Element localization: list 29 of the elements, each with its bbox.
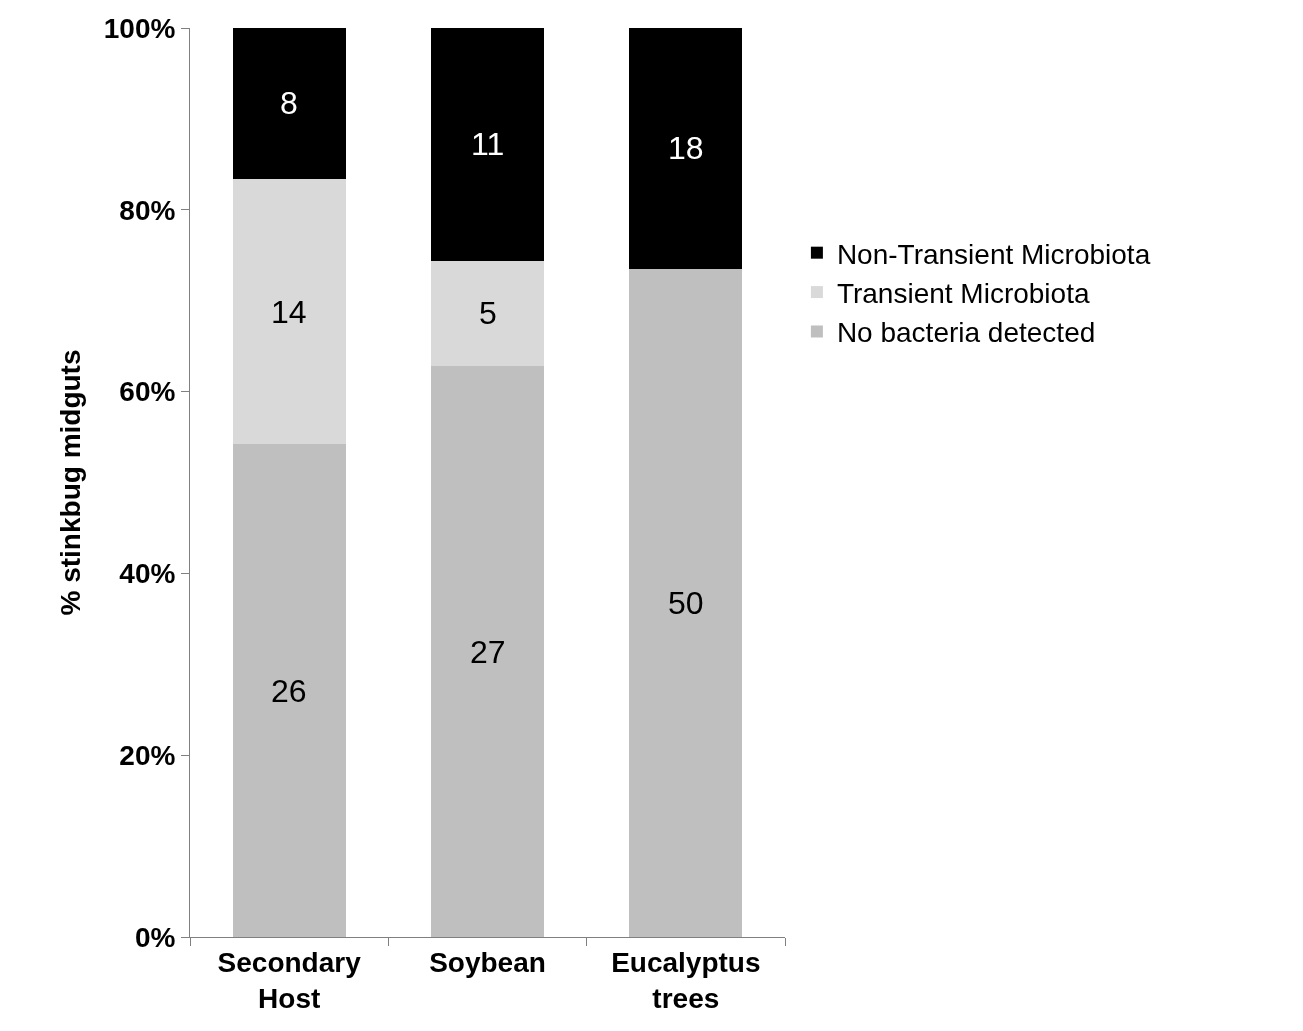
annotation: 26 <box>271 673 307 709</box>
annotation: 8 <box>280 85 298 121</box>
y-axis-title: % stinkbug midguts <box>55 349 87 616</box>
annotation: 11 <box>471 126 505 162</box>
annotation: 14 <box>271 294 307 330</box>
x-tick-label: Soybean <box>429 946 546 978</box>
bar <box>232 178 346 445</box>
bar <box>430 366 545 937</box>
annotation: 18 <box>668 130 704 166</box>
annotation: 50 <box>668 585 704 621</box>
legend-label: Transient Microbiota <box>836 278 1090 309</box>
annotation: 5 <box>479 295 497 331</box>
bar <box>629 268 743 937</box>
bar <box>430 260 545 367</box>
legend-label: Non-Transient Microbiota <box>836 238 1151 270</box>
y-tick-label: 100% <box>103 12 176 44</box>
y-tick-label: 20% <box>119 740 176 771</box>
y-tick-label: 60% <box>119 376 176 408</box>
annotation: 27 <box>470 634 506 670</box>
bar <box>430 28 545 261</box>
bar <box>629 28 743 269</box>
bar <box>232 28 346 179</box>
legend-label: No bacteria detected <box>836 317 1096 349</box>
bar <box>232 444 346 937</box>
y-tick-label: 80% <box>119 194 176 226</box>
x-tick-label: Secondary Host <box>217 946 362 1014</box>
x-tick-label: Eucalyptus trees <box>611 946 761 1014</box>
y-tick-label: 40% <box>119 558 176 590</box>
y-tick-label: 0% <box>134 921 176 953</box>
